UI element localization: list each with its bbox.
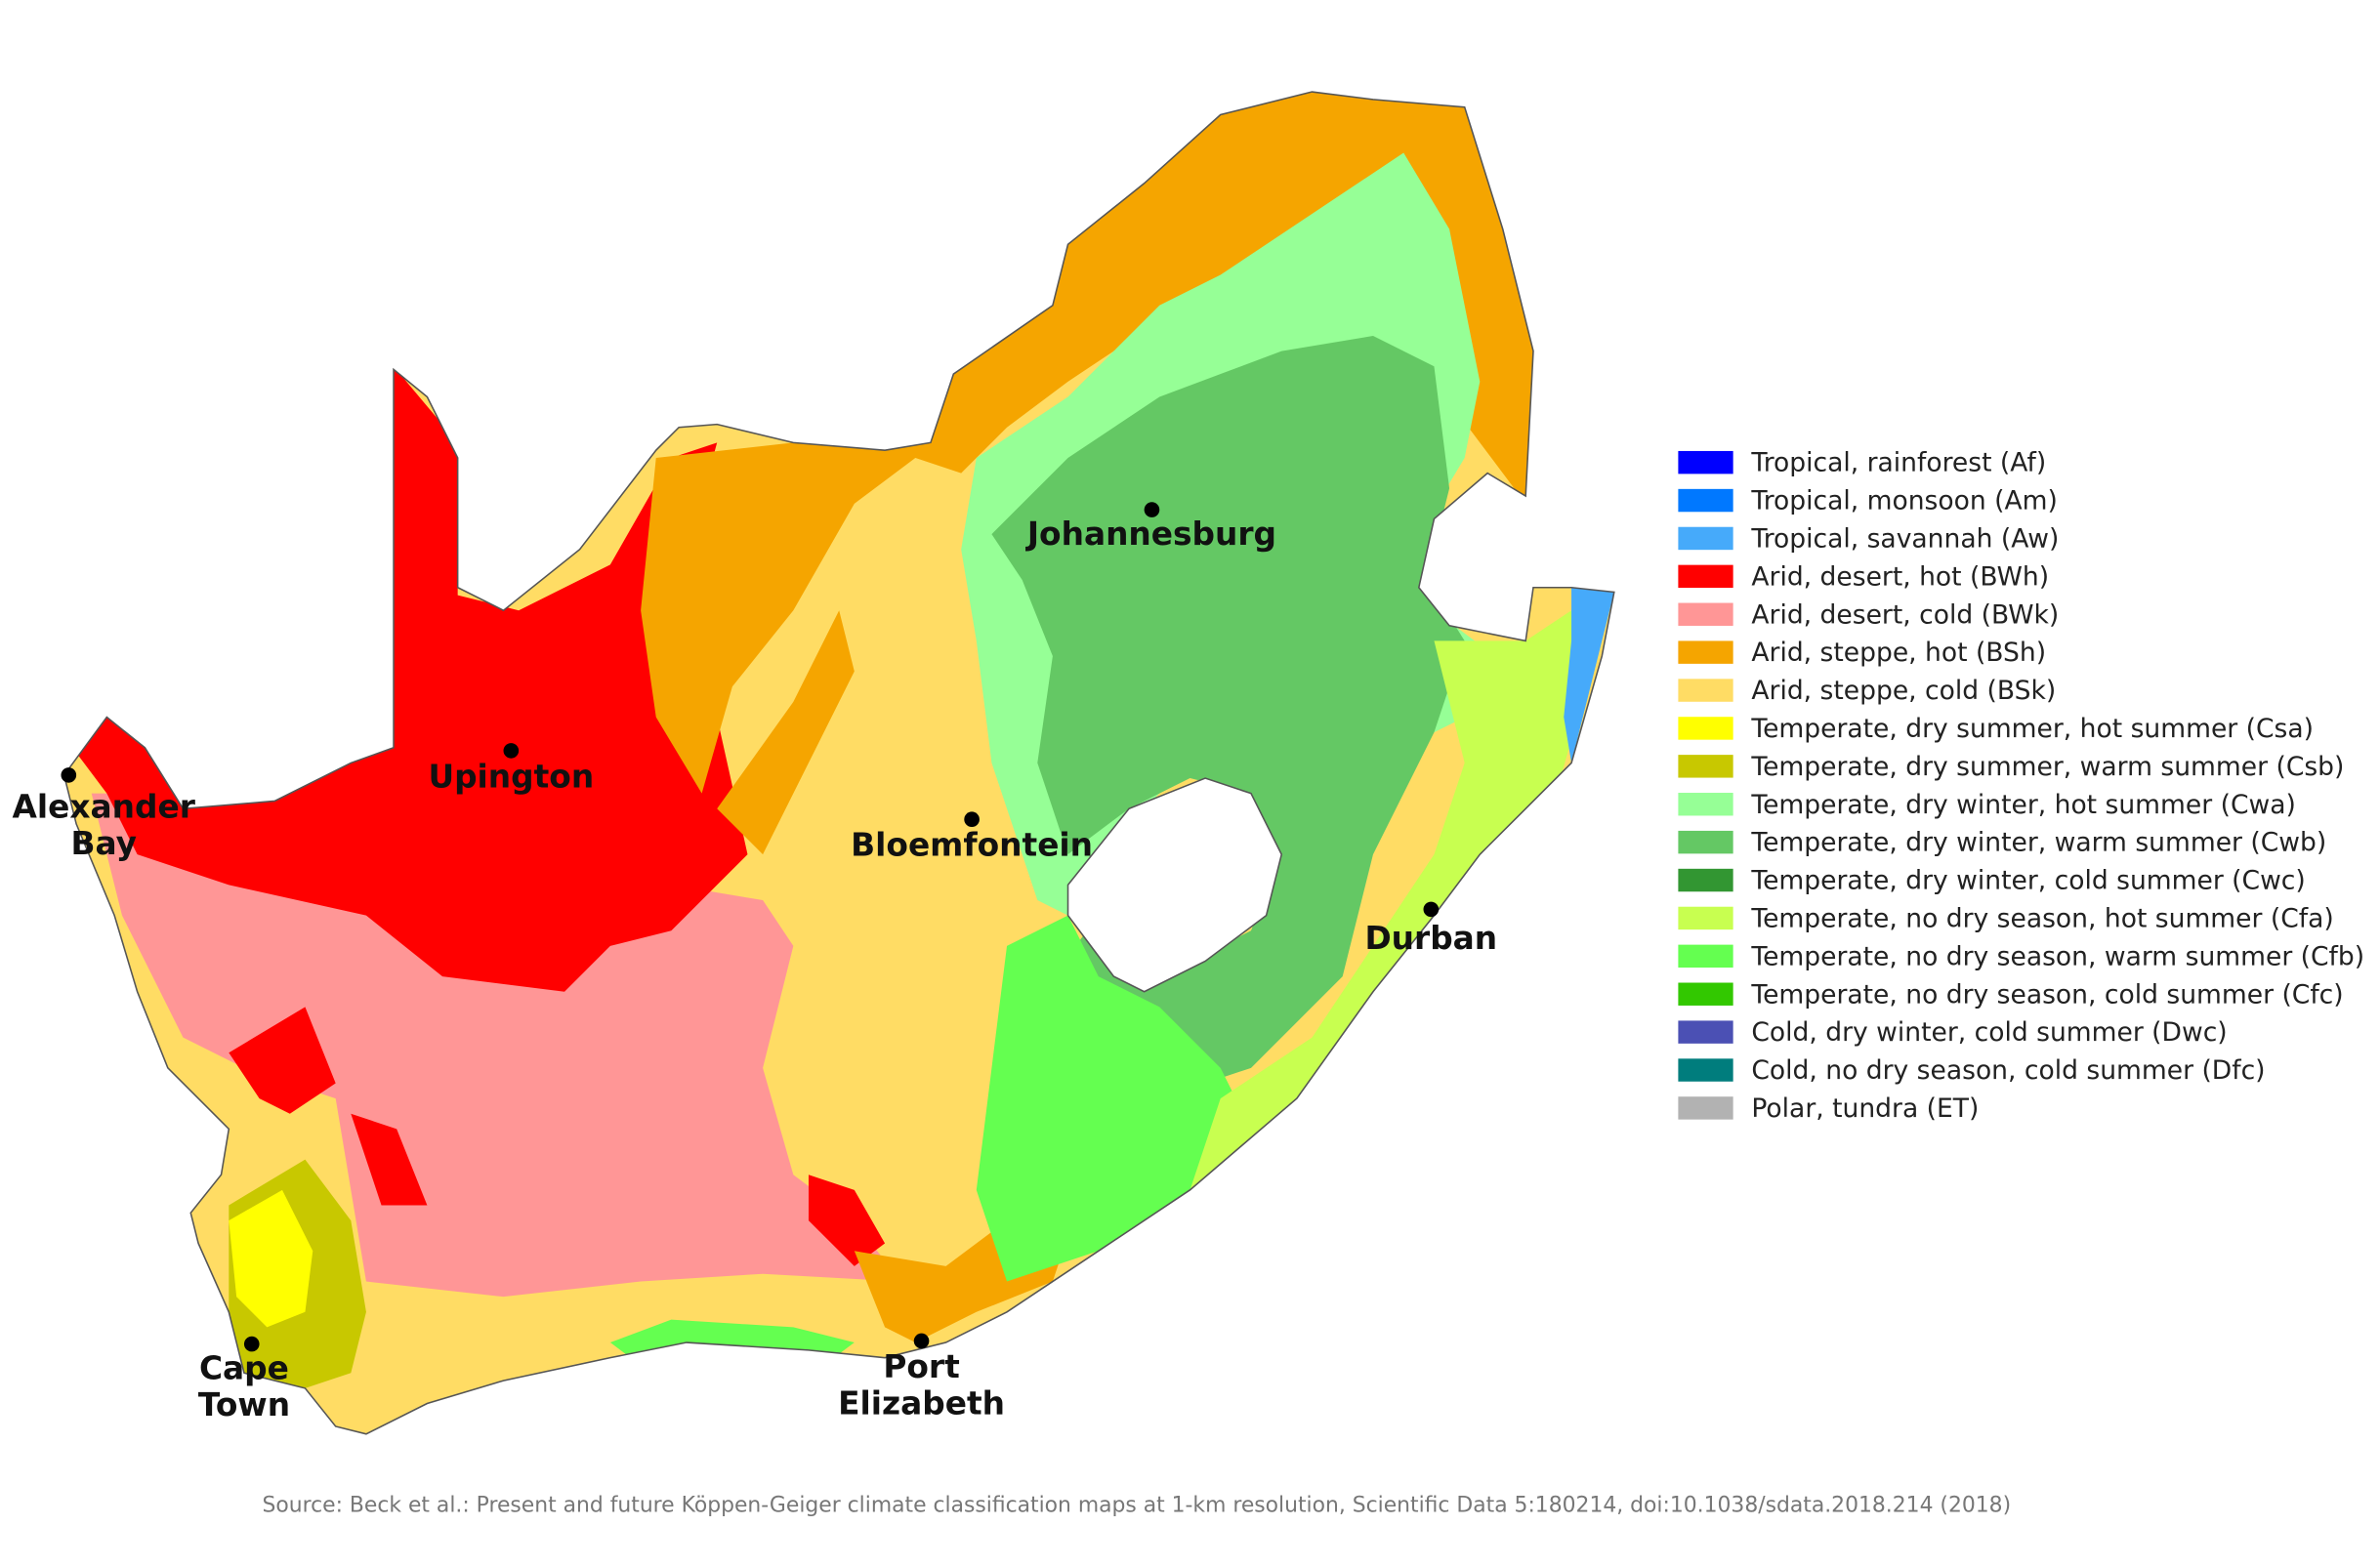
climate-zone <box>91 793 900 1298</box>
legend-swatch <box>1678 717 1733 740</box>
climate-zone <box>808 1175 886 1266</box>
legend-label: Temperate, no dry season, cold summer (C… <box>1750 979 2343 1010</box>
city-label: Johannesburg <box>1025 515 1276 553</box>
legend-swatch <box>1678 944 1733 969</box>
legend-swatch <box>1678 564 1733 589</box>
legend-swatch <box>1678 450 1733 474</box>
legend-swatch <box>1678 982 1733 1006</box>
legend-label: Temperate, dry winter, hot summer (Cwa) <box>1750 790 2295 820</box>
legend-label: Arid, steppe, hot (BSh) <box>1751 638 2046 668</box>
country-outline <box>63 91 1615 1435</box>
climate-zone <box>1564 587 1614 763</box>
city-dot <box>1423 901 1440 918</box>
legend-label: Polar, tundra (ET) <box>1751 1093 1979 1124</box>
legend-label: Temperate, no dry season, hot summer (Cf… <box>1750 904 2333 934</box>
legend-swatch <box>1678 830 1733 854</box>
legend-swatch <box>1678 488 1733 513</box>
city-label: Alexander <box>13 789 196 826</box>
climate-zone <box>991 336 1465 1099</box>
legend-label: Temperate, no dry season, warm summer (C… <box>1750 941 2364 971</box>
city-label: Town <box>198 1386 290 1423</box>
city-label: Durban <box>1364 920 1497 957</box>
legend-swatch <box>1678 526 1733 551</box>
legend-swatch <box>1678 793 1733 816</box>
climate-zone <box>717 610 855 855</box>
legend-label: Tropical, savannah (Aw) <box>1750 524 2059 555</box>
legend-swatch <box>1678 1058 1733 1082</box>
legend-swatch <box>1678 640 1733 664</box>
legend-label: Cold, no dry season, cold summer (Dfc) <box>1751 1055 2265 1086</box>
legend-swatch <box>1678 1096 1733 1120</box>
legend-swatch <box>1678 1020 1733 1044</box>
legend-label: Cold, dry winter, cold summer (Dwc) <box>1751 1017 2227 1048</box>
city-dot <box>1144 502 1160 517</box>
city-dot <box>243 1336 260 1352</box>
city-label: Bloemfontein <box>851 827 1093 864</box>
legend-label: Arid, steppe, cold (BSk) <box>1751 676 2056 706</box>
legend-label: Tropical, rainforest (Af) <box>1750 448 2046 478</box>
city-label: Port <box>883 1348 959 1385</box>
city-label: Cape <box>199 1350 289 1387</box>
city-label: Elizabeth <box>838 1384 1005 1422</box>
climate-zone <box>229 1189 313 1328</box>
city-dot <box>503 743 520 759</box>
legend-label: Arid, desert, hot (BWh) <box>1751 561 2049 592</box>
city-dot <box>913 1333 930 1349</box>
climate-zone <box>63 366 748 992</box>
legend-swatch <box>1678 868 1733 892</box>
climate-zone <box>229 1007 336 1114</box>
climate-regions <box>63 92 1614 1434</box>
city-dot <box>964 811 980 828</box>
city-dot <box>61 767 77 783</box>
source-note: Source: Beck et al.: Present and future … <box>263 1493 2012 1517</box>
legend-label: Temperate, dry winter, warm summer (Cwb) <box>1750 828 2326 858</box>
legend-swatch <box>1678 679 1733 702</box>
city-label: Upington <box>428 758 594 795</box>
legend-swatch <box>1678 602 1733 626</box>
legend-label: Tropical, monsoon (Am) <box>1750 486 2057 516</box>
legend-label: Temperate, dry winter, cold summer (Cwc) <box>1750 866 2305 896</box>
legend-label: Temperate, dry summer, hot summer (Csa) <box>1750 714 2314 744</box>
climate-zone <box>1190 610 1587 1190</box>
legend-swatch <box>1678 906 1733 930</box>
legend-swatch <box>1678 755 1733 778</box>
legend-label: Temperate, dry summer, warm summer (Csb) <box>1750 752 2344 782</box>
climate-zone <box>976 915 1251 1282</box>
legend: Tropical, rainforest (Af) Tropical, monso… <box>1678 448 2364 1124</box>
climate-zone <box>351 1113 428 1206</box>
city-label: Bay <box>70 825 137 862</box>
legend-label: Arid, desert, cold (BWk) <box>1751 599 2059 630</box>
lesotho <box>1066 777 1283 993</box>
